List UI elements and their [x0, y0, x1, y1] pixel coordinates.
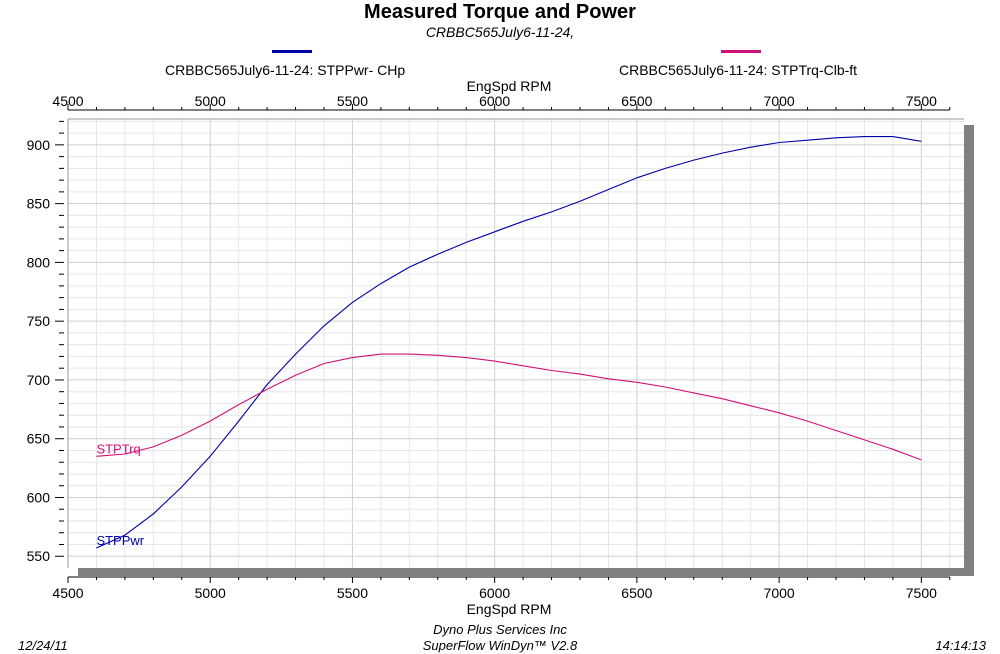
y-tick-label: 800: [27, 254, 51, 270]
footer-time: 14:14:13: [935, 638, 986, 653]
y-tick-label: 550: [27, 548, 51, 564]
x-tick-label-top: 6500: [621, 93, 652, 109]
power-series-line: [96, 136, 922, 549]
x-tick-label-bottom: 7500: [906, 585, 937, 601]
chart-title: Measured Torque and Power: [364, 1, 636, 23]
tick-layer: [55, 104, 951, 583]
x-tick-label-bottom: 7000: [764, 585, 795, 601]
x-tick-label-top: 4500: [52, 93, 83, 109]
y-tick-label: 600: [27, 489, 51, 505]
footer-date: 12/24/11: [18, 638, 68, 653]
footer-software: SuperFlow WinDyn™ V2.8: [422, 638, 578, 653]
legend-label-power: CRBBC565July6-11-24: STPPwr- CHp: [165, 62, 406, 78]
y-tick-label: 850: [27, 196, 51, 212]
footer-company: Dyno Plus Services Inc: [433, 622, 567, 637]
x-tick-label-top: 6000: [479, 93, 510, 109]
x-tick-label-bottom: 6500: [621, 585, 652, 601]
y-tick-label: 900: [27, 137, 51, 153]
x-tick-label-top: 5000: [195, 93, 226, 109]
x-tick-label-top: 5500: [337, 93, 368, 109]
power-series-label: STPPwr: [96, 533, 144, 548]
frame-shadow-bottom: [78, 568, 974, 576]
x-tick-label-top: 7500: [906, 93, 937, 109]
legend-swatch-torque: [721, 50, 761, 53]
x-axis-title-bottom: EngSpd RPM: [466, 601, 552, 617]
x-tick-label-bottom: 5500: [337, 585, 368, 601]
torque-series-line: [96, 353, 922, 461]
frame-shadow-right: [964, 125, 974, 576]
torque-series-label: STPTrq: [96, 441, 140, 456]
frame-layer: [67, 118, 974, 576]
series-layer: [96, 136, 922, 549]
label-layer: 4500 4500 5000 5000 5500 5500 6000 6000 6500 6500…: [27, 93, 937, 601]
x-tick-label-bottom: 4500: [52, 585, 83, 601]
x-tick-label-bottom: 6000: [479, 585, 510, 601]
x-tick-label-bottom: 5000: [195, 585, 226, 601]
y-tick-label: 700: [27, 372, 51, 388]
legend-label-torque: CRBBC565July6-11-24: STPTrq-Clb-ft: [619, 62, 858, 78]
grid-layer: [68, 119, 964, 568]
x-axis-title-top: EngSpd RPM: [466, 78, 552, 94]
x-tick-label-top: 7000: [764, 93, 795, 109]
chart-subtitle: CRBBC565July6-11-24,: [425, 24, 575, 40]
y-tick-label: 750: [27, 313, 51, 329]
legend-swatch-power: [272, 50, 312, 53]
y-tick-label: 650: [27, 431, 51, 447]
